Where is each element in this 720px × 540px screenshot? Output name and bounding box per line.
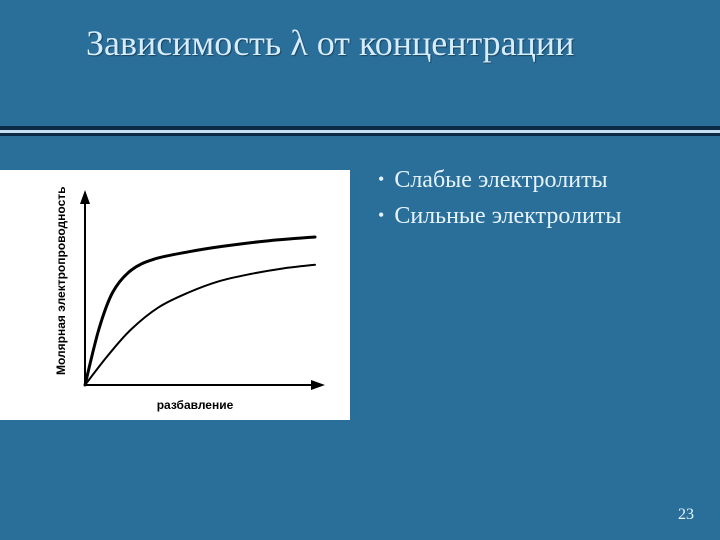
chart-panel: Молярная электропроводность разбавление [0, 170, 350, 420]
content-area: Молярная электропроводность разбавление … [0, 155, 720, 535]
chart-y-label: Молярная электропроводность [54, 186, 68, 375]
bullet-dot-icon: • [378, 201, 384, 229]
bullet-list: • Слабые электролиты • Сильные электроли… [378, 165, 698, 237]
slide: Зависимость λ от концентрации Молярная э… [0, 0, 720, 540]
conductivity-chart [0, 170, 350, 420]
chart-x-label: разбавление [0, 398, 350, 412]
bullet-label: Сильные электролиты [394, 201, 621, 231]
bullet-item-weak: • Слабые электролиты [378, 165, 698, 195]
bullet-dot-icon: • [378, 165, 384, 193]
bullet-label: Слабые электролиты [394, 165, 607, 195]
page-number: 23 [678, 506, 694, 524]
title-separator [0, 126, 720, 138]
slide-title: Зависимость λ от концентрации [0, 0, 720, 78]
bullet-item-strong: • Сильные электролиты [378, 201, 698, 231]
